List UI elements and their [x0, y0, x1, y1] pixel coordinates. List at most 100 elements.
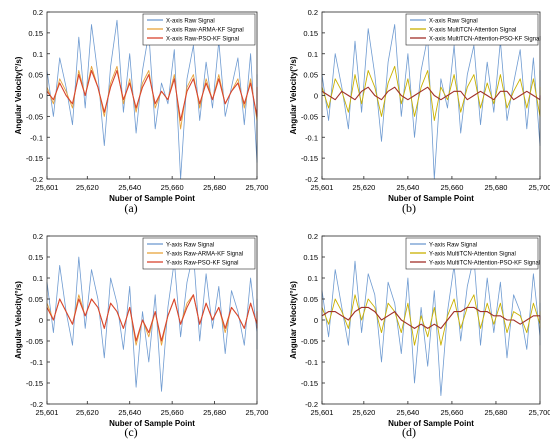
y-tick-label: -0.1	[305, 133, 318, 142]
x-tick-label: 25,620	[76, 183, 99, 192]
x-tick-label: 25,700	[246, 183, 269, 192]
y-tick-label: -0.15	[301, 154, 318, 163]
y-tick-label: 0.1	[308, 50, 318, 59]
y-tick-label: -0.2	[305, 175, 318, 184]
x-tick-label: 25,700	[246, 408, 269, 417]
x-tick-label: 25,660	[161, 183, 184, 192]
panel-label: (b)	[402, 201, 416, 215]
y-tick-label: 0	[314, 316, 318, 325]
legend: Y-axis Raw Signal Y-axis MultiTCN-Attenti…	[405, 237, 540, 270]
legend-entry: Y-axis Raw Signal	[166, 243, 214, 249]
series-line-3	[321, 306, 541, 329]
y-axis-label: Angular Velocity(°/s)	[289, 281, 298, 359]
legend: X-axis Raw Signal X-axis Raw-ARMA-KF Sign…	[142, 13, 256, 46]
x-tick-label: 25,700	[529, 408, 550, 417]
legend-entry: Y-axis Raw-ARMA-KF Signal	[166, 252, 243, 258]
y-tick-label: 0.2	[33, 8, 43, 17]
y-tick-label: 0.15	[303, 29, 318, 38]
legend: X-axis Raw Signal X-axis MultiTCN-Attenti…	[405, 13, 541, 46]
series-line-1	[321, 256, 541, 397]
x-tick-label: 25,620	[76, 408, 99, 417]
y-tick-label: -0.1	[30, 133, 43, 142]
chart-panel-d: -0.2 -0.15 -0.1 -0.05 0 0.05 0.1 0.15 0.2 25,601 2…	[289, 232, 550, 439]
y-tick-label: -0.05	[26, 337, 43, 346]
y-tick-label: 0.05	[303, 71, 318, 80]
x-tick-label: 25,601	[311, 183, 334, 192]
x-tick-label: 25,700	[529, 183, 550, 192]
x-tick-label: 25,660	[161, 408, 184, 417]
y-tick-label: 0.1	[308, 274, 318, 283]
x-axis-label: Nuber of Sample Point	[388, 419, 474, 428]
x-axis-label: Nuber of Sample Point	[109, 419, 195, 428]
y-tick-label: 0.15	[303, 253, 318, 262]
x-tick-label: 25,640	[118, 408, 141, 417]
x-tick-label: 25,601	[36, 408, 59, 417]
x-tick-label: 25,601	[311, 408, 334, 417]
x-tick-label: 25,640	[396, 183, 419, 192]
y-tick-label: 0.05	[28, 71, 43, 80]
x-tick-label: 25,680	[203, 183, 226, 192]
y-tick-label: -0.15	[26, 154, 43, 163]
x-tick-label: 25,680	[484, 408, 507, 417]
y-tick-label: 0.1	[33, 274, 43, 283]
legend-entry: X-axis Raw-ARMA-KF Signal	[166, 28, 244, 34]
legend-entry: X-axis MultiTCN-Attention Signal	[429, 28, 516, 34]
y-tick-label: -0.1	[30, 358, 43, 367]
x-tick-label: 25,660	[440, 183, 463, 192]
x-tick-label: 25,620	[352, 183, 375, 192]
y-axis-label: Angular Velocity(°/s)	[289, 56, 298, 134]
y-tick-label: -0.05	[26, 112, 43, 121]
y-tick-label: 0	[39, 316, 43, 325]
y-tick-label: -0.2	[305, 400, 318, 409]
y-tick-label: -0.05	[301, 112, 318, 121]
x-tick-label: 25,660	[440, 408, 463, 417]
x-tick-label: 25,680	[484, 183, 507, 192]
series-line-2	[321, 65, 541, 121]
y-tick-label: -0.2	[30, 400, 43, 409]
legend-entry: Y-axis MultiTCN-Attention-PSO-KF Signal	[429, 261, 540, 267]
y-tick-label: -0.1	[305, 358, 318, 367]
y-tick-label: 0.05	[303, 295, 318, 304]
panel-label: (a)	[124, 201, 137, 215]
y-tick-label: 0.2	[308, 8, 318, 17]
y-tick-label: 0.15	[28, 253, 43, 262]
y-tick-label: 0.15	[28, 29, 43, 38]
y-tick-label: 0.05	[28, 295, 43, 304]
legend-entry: Y-axis Raw Signal	[429, 243, 477, 249]
legend: Y-axis Raw Signal Y-axis Raw-ARMA-KF Sign…	[142, 237, 256, 270]
y-axis-label: Angular Velocity(°/s)	[14, 281, 23, 359]
chart-panel-a: -0.2 -0.15 -0.1 -0.05 0 0.05 0.1 0.15 0.2 25,601 2…	[14, 8, 268, 215]
legend-entry: X-axis MultiTCN-Attention-PSO-KF Signal	[429, 37, 541, 43]
x-tick-label: 25,620	[352, 408, 375, 417]
y-tick-label: -0.15	[301, 379, 318, 388]
x-tick-label: 25,640	[118, 183, 141, 192]
panel-label: (c)	[124, 425, 137, 439]
x-tick-label: 25,680	[203, 408, 226, 417]
y-axis-label: Angular Velocity(°/s)	[14, 56, 23, 134]
legend-box	[405, 13, 539, 46]
series-line-3	[321, 86, 541, 101]
x-axis-label: Nuber of Sample Point	[388, 194, 474, 203]
y-tick-label: -0.05	[301, 337, 318, 346]
y-tick-label: 0.1	[33, 50, 43, 59]
x-tick-label: 25,601	[36, 183, 59, 192]
series-line-1	[46, 252, 258, 392]
chart-panel-b: -0.2 -0.15 -0.1 -0.05 0 0.05 0.1 0.15 0.2 25,601 2…	[289, 8, 550, 215]
legend-entry: Y-axis Raw-PSO-KF Signal	[166, 261, 238, 267]
series-line-1	[46, 19, 258, 180]
y-tick-label: -0.2	[30, 175, 43, 184]
y-tick-label: -0.15	[26, 379, 43, 388]
legend-entry: X-axis Raw Signal	[429, 19, 478, 25]
series-line-3	[46, 294, 258, 342]
y-tick-label: 0	[39, 92, 43, 101]
legend-box	[405, 237, 539, 270]
x-axis-label: Nuber of Sample Point	[109, 194, 195, 203]
legend-entry: X-axis Raw-PSO-KF Signal	[166, 37, 239, 43]
legend-entry: X-axis Raw Signal	[166, 19, 215, 25]
legend-entry: Y-axis MultiTCN-Attention Signal	[429, 252, 516, 258]
y-tick-label: 0	[314, 92, 318, 101]
chart-panel-c: -0.2 -0.15 -0.1 -0.05 0 0.05 0.1 0.15 0.2 25,601 2…	[14, 232, 268, 439]
x-tick-label: 25,640	[396, 408, 419, 417]
y-tick-label: 0.2	[33, 232, 43, 241]
